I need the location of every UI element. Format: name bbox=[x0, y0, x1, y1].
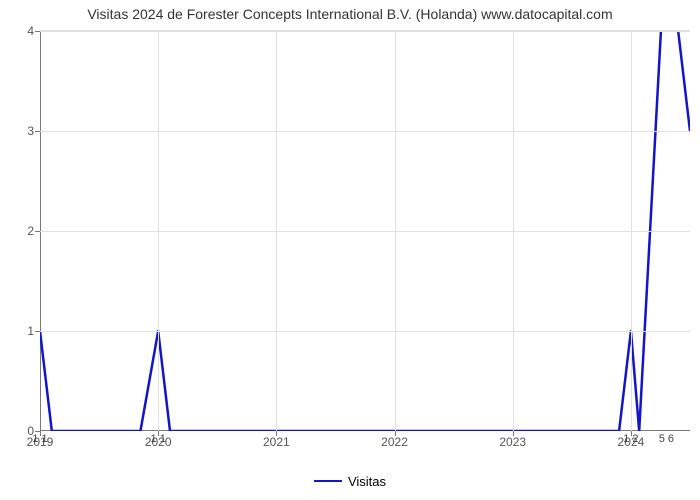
x-tick-label: 2021 bbox=[263, 431, 290, 449]
y-tick-label: 4 bbox=[27, 24, 40, 38]
point-label: 5 6 bbox=[659, 433, 674, 445]
x-tick-label: 2023 bbox=[499, 431, 526, 449]
point-label: 1 2 bbox=[623, 433, 638, 445]
grid-v bbox=[395, 31, 396, 431]
grid-v bbox=[513, 31, 514, 431]
chart-title: Visitas 2024 de Forester Concepts Intern… bbox=[0, 6, 700, 22]
grid-h bbox=[40, 231, 690, 232]
y-tick-label: 2 bbox=[27, 224, 40, 238]
grid-h bbox=[40, 331, 690, 332]
legend-label: Visitas bbox=[348, 474, 386, 489]
grid-h bbox=[40, 31, 690, 32]
point-label: 1 1 bbox=[32, 433, 47, 445]
grid-h bbox=[40, 131, 690, 132]
plot-area: 012342019202020212022202320241 11 11 25 … bbox=[40, 30, 690, 431]
grid-v bbox=[158, 31, 159, 431]
legend: Visitas bbox=[0, 470, 700, 489]
y-tick-label: 1 bbox=[27, 324, 40, 338]
visits-chart: Visitas 2024 de Forester Concepts Intern… bbox=[0, 0, 700, 500]
legend-swatch bbox=[314, 480, 342, 482]
legend-item-visitas: Visitas bbox=[314, 474, 386, 489]
grid-v bbox=[276, 31, 277, 431]
point-label: 1 1 bbox=[151, 433, 166, 445]
grid-v bbox=[631, 31, 632, 431]
y-tick-label: 3 bbox=[27, 124, 40, 138]
x-tick-label: 2022 bbox=[381, 431, 408, 449]
